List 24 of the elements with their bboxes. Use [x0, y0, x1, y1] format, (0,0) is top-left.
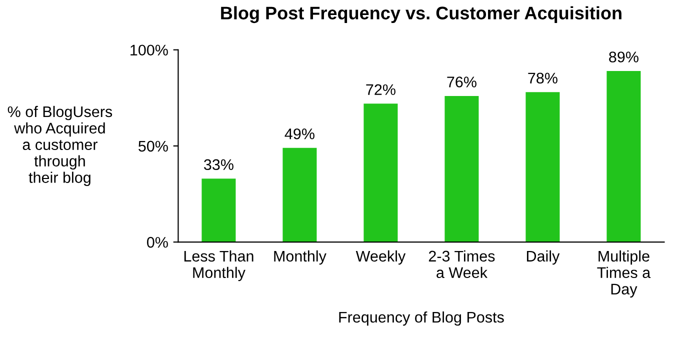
- x-tick-label: Weekly: [356, 250, 406, 265]
- data-label: 89%: [609, 52, 638, 62]
- y-axis-title: % of BlogUsers who Acquired a customer through their blog: [8, 106, 112, 186]
- data-label: 33%: [204, 159, 234, 170]
- x-tick-label: Daily: [526, 250, 560, 265]
- x-tick-label: Less Than Monthly: [184, 250, 254, 282]
- bar: [444, 96, 479, 242]
- data-label: 78%: [528, 72, 558, 84]
- chart-title: Blog Post Frequency vs. Customer Acquisition: [221, 6, 622, 24]
- x-axis-title: Frequency of Blog Posts: [339, 311, 504, 326]
- bar: [282, 148, 317, 242]
- bar: [364, 104, 398, 242]
- x-tick-label: Multiple Times a Day: [597, 250, 651, 298]
- y-tick-label: 100%: [130, 44, 168, 56]
- bar: [526, 92, 560, 242]
- x-tick-label: 2-3 Times a Week: [428, 250, 495, 278]
- data-label: 72%: [366, 84, 396, 96]
- y-tick-label: 0%: [146, 236, 168, 248]
- bar: [202, 178, 236, 242]
- y-tick-label: 50%: [138, 140, 168, 152]
- data-label: 76%: [447, 76, 476, 88]
- bar: [606, 70, 641, 242]
- x-tick-label: Monthly: [274, 250, 326, 265]
- data-label: 49%: [284, 128, 314, 140]
